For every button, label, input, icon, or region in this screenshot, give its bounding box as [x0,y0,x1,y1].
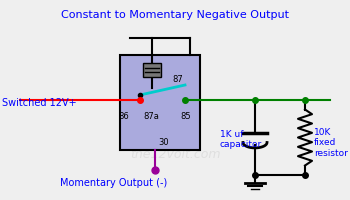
Text: 1K uf
capacitor: 1K uf capacitor [220,130,262,149]
Text: Constant to Momentary Negative Output: Constant to Momentary Negative Output [61,10,289,20]
Text: Switched 12V+: Switched 12V+ [2,98,77,108]
Text: 85: 85 [180,112,191,121]
Text: 86: 86 [118,112,129,121]
Bar [120,55,200,150]
Text: Momentary Output (-): Momentary Output (-) [60,178,167,188]
Text: 87: 87 [172,75,183,84]
Text: 30: 30 [158,138,169,147]
Text: the12volt.com: the12volt.com [130,148,220,162]
Bar [143,63,161,77]
Text: 87a: 87a [143,112,159,121]
Text: 10K
fixed
resistor: 10K fixed resistor [314,128,348,158]
